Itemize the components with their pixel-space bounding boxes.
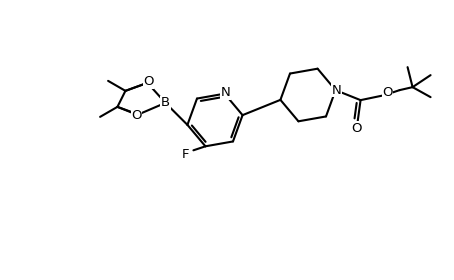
Text: B: B <box>161 96 170 109</box>
Text: O: O <box>131 109 142 122</box>
Text: N: N <box>332 84 341 97</box>
Text: O: O <box>351 122 362 135</box>
Text: N: N <box>221 86 231 99</box>
Text: F: F <box>182 148 189 161</box>
Text: O: O <box>382 86 393 99</box>
Text: O: O <box>143 75 153 88</box>
